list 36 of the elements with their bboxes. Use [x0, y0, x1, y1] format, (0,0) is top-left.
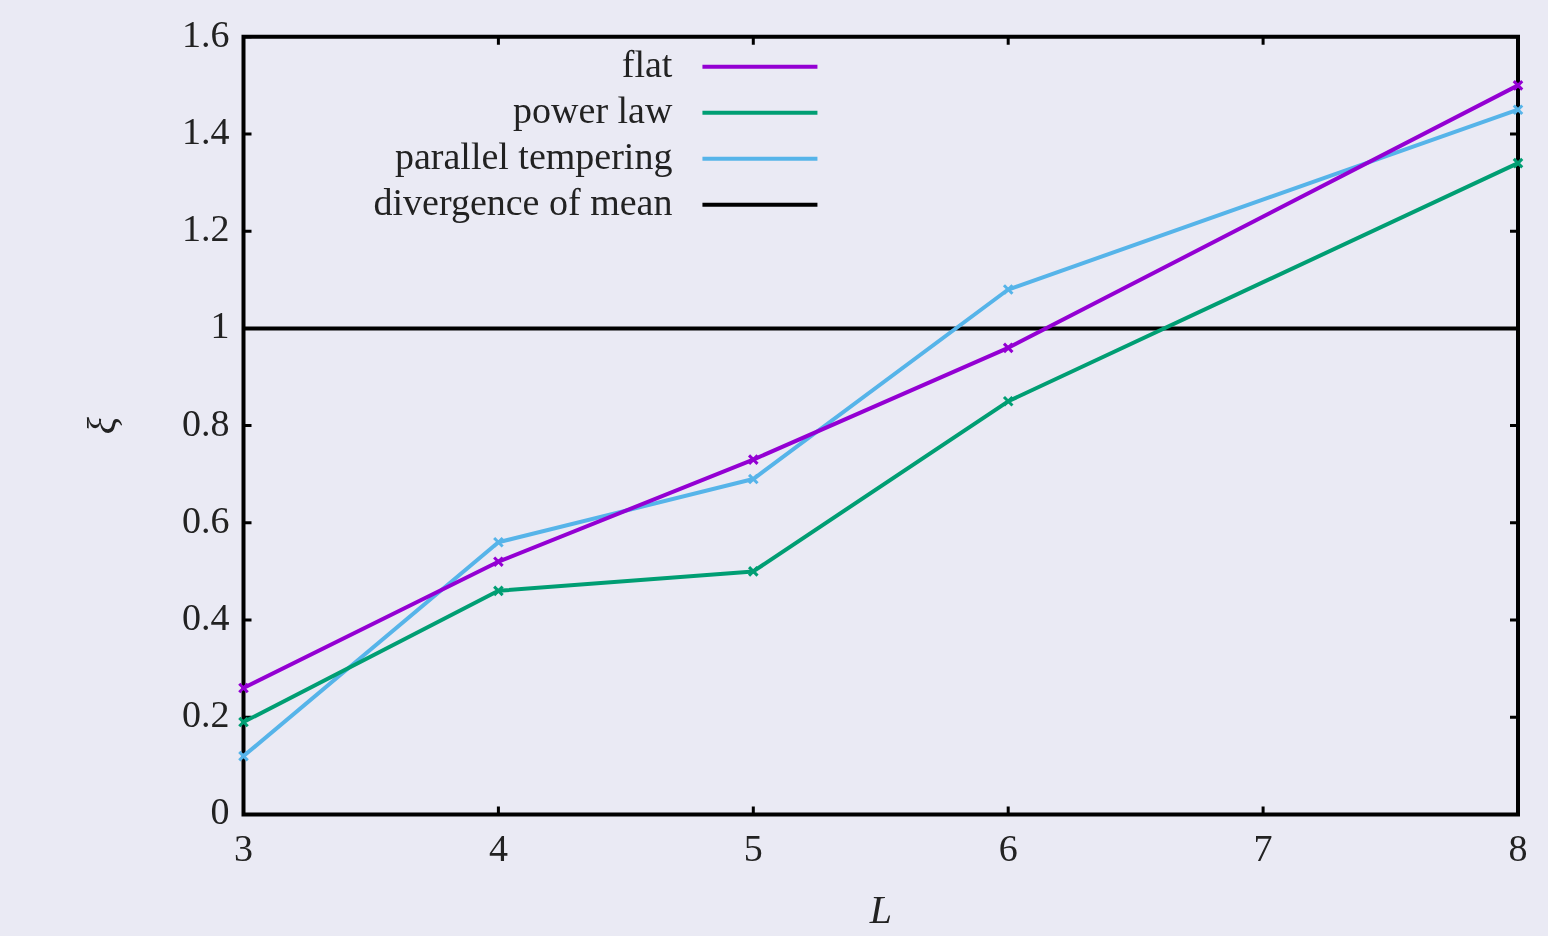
point — [1512, 79, 1524, 92]
y-tick-label: 1.2 — [182, 207, 230, 250]
point — [1512, 157, 1524, 169]
legend-label: power law — [513, 88, 673, 131]
x-tick-label: 7 — [1253, 827, 1273, 870]
point — [492, 555, 505, 568]
point — [1002, 283, 1014, 296]
y-tick-label: 0 — [210, 790, 230, 833]
y-tick-label: 1.4 — [182, 109, 230, 152]
y-tick-label: 1 — [210, 304, 230, 347]
point — [747, 565, 760, 578]
y-tick-label: 0.2 — [182, 693, 230, 736]
point — [237, 716, 250, 728]
point — [492, 585, 505, 597]
legend-label: parallel tempering — [394, 134, 673, 177]
x-tick-label: 4 — [488, 827, 508, 870]
x-axis-title: L — [868, 886, 892, 932]
y-tick-label: 0.8 — [182, 401, 230, 444]
y-tick-label: 0.6 — [182, 498, 230, 541]
x-tick-label: 8 — [1508, 827, 1528, 870]
point — [492, 536, 505, 548]
y-axis-title: ξ — [78, 416, 124, 435]
point — [237, 750, 250, 762]
x-tick-label: 6 — [998, 827, 1018, 870]
point — [237, 682, 250, 694]
y-tick-label: 0.4 — [182, 595, 230, 638]
legend-label: divergence of mean — [373, 180, 673, 223]
point — [1512, 103, 1524, 116]
point — [747, 453, 760, 466]
x-tick-label: 5 — [743, 827, 763, 870]
x-tick-label: 3 — [234, 827, 253, 870]
legend-label: flat — [621, 42, 673, 85]
point — [747, 473, 760, 485]
point — [1002, 342, 1014, 354]
point — [1002, 395, 1014, 408]
y-tick-label: 1.6 — [182, 12, 230, 55]
